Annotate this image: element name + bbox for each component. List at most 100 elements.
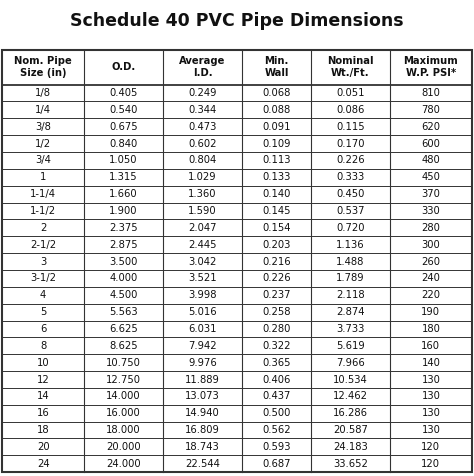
Text: 330: 330 — [421, 206, 440, 216]
Text: 0.365: 0.365 — [262, 357, 291, 367]
Text: 2.047: 2.047 — [188, 223, 217, 233]
Bar — [2, 203, 472, 219]
Text: 1.315: 1.315 — [109, 172, 138, 182]
Text: 3: 3 — [40, 257, 46, 267]
Text: Schedule 40 PVC Pipe Dimensions: Schedule 40 PVC Pipe Dimensions — [70, 12, 404, 30]
Text: 0.537: 0.537 — [336, 206, 365, 216]
Text: 14.940: 14.940 — [185, 408, 220, 418]
Text: 370: 370 — [421, 189, 440, 199]
Text: 2: 2 — [40, 223, 46, 233]
Text: 20.587: 20.587 — [333, 425, 368, 435]
Text: 2.375: 2.375 — [109, 223, 138, 233]
Text: 6.031: 6.031 — [188, 324, 217, 334]
Bar — [2, 152, 472, 169]
Text: 780: 780 — [421, 105, 440, 115]
Text: 0.249: 0.249 — [188, 88, 217, 98]
Text: 5.016: 5.016 — [188, 307, 217, 317]
Text: 0.113: 0.113 — [262, 156, 291, 166]
Bar — [2, 135, 472, 152]
Text: 620: 620 — [421, 122, 440, 132]
Text: 10.534: 10.534 — [333, 375, 368, 385]
Text: 7.942: 7.942 — [188, 341, 217, 351]
Text: 130: 130 — [421, 375, 440, 385]
Text: 6: 6 — [40, 324, 46, 334]
Text: 0.086: 0.086 — [336, 105, 365, 115]
Text: 3-1/2: 3-1/2 — [30, 273, 56, 283]
Text: Min.
Wall: Min. Wall — [264, 57, 289, 78]
Text: 0.593: 0.593 — [262, 442, 291, 452]
Text: 2.875: 2.875 — [109, 240, 138, 250]
Bar — [2, 438, 472, 456]
Text: 0.540: 0.540 — [109, 105, 138, 115]
Text: 120: 120 — [421, 442, 440, 452]
Bar — [2, 405, 472, 422]
Text: 3/8: 3/8 — [35, 122, 51, 132]
Text: 1.660: 1.660 — [109, 189, 138, 199]
Text: 10.750: 10.750 — [106, 357, 141, 367]
Text: 1.360: 1.360 — [188, 189, 217, 199]
Bar — [2, 219, 472, 236]
Text: 14: 14 — [37, 391, 49, 401]
Text: 22.544: 22.544 — [185, 459, 220, 469]
Text: 20.000: 20.000 — [106, 442, 141, 452]
Text: 130: 130 — [421, 425, 440, 435]
Text: 130: 130 — [421, 408, 440, 418]
Text: 8: 8 — [40, 341, 46, 351]
Text: 1.590: 1.590 — [188, 206, 217, 216]
Bar — [2, 169, 472, 186]
Text: 24.000: 24.000 — [106, 459, 141, 469]
Text: 180: 180 — [421, 324, 440, 334]
Text: 8.625: 8.625 — [109, 341, 138, 351]
Text: 2-1/2: 2-1/2 — [30, 240, 56, 250]
Text: 20: 20 — [37, 442, 49, 452]
Text: 0.237: 0.237 — [262, 290, 291, 300]
Text: 1.136: 1.136 — [336, 240, 365, 250]
Text: 2.118: 2.118 — [336, 290, 365, 300]
Text: 12.750: 12.750 — [106, 375, 141, 385]
Text: 18.000: 18.000 — [106, 425, 141, 435]
Text: 1.029: 1.029 — [188, 172, 217, 182]
Text: 0.840: 0.840 — [109, 139, 137, 149]
Text: 3.042: 3.042 — [188, 257, 217, 267]
Bar — [2, 50, 472, 85]
Bar — [2, 388, 472, 405]
Text: 240: 240 — [421, 273, 440, 283]
Text: 0.450: 0.450 — [336, 189, 365, 199]
Text: 0.405: 0.405 — [109, 88, 138, 98]
Text: 0.720: 0.720 — [336, 223, 365, 233]
Text: 9.976: 9.976 — [188, 357, 217, 367]
Bar — [2, 253, 472, 270]
Text: 0.203: 0.203 — [262, 240, 291, 250]
Text: 0.406: 0.406 — [262, 375, 291, 385]
Text: 12: 12 — [37, 375, 50, 385]
Text: 130: 130 — [421, 391, 440, 401]
Bar — [2, 236, 472, 253]
Text: 0.322: 0.322 — [262, 341, 291, 351]
Text: 0.109: 0.109 — [262, 139, 291, 149]
Text: 0.675: 0.675 — [109, 122, 138, 132]
Text: 4.000: 4.000 — [109, 273, 137, 283]
Text: 480: 480 — [421, 156, 440, 166]
Bar — [2, 337, 472, 354]
Text: 0.051: 0.051 — [336, 88, 365, 98]
Bar — [2, 304, 472, 320]
Bar — [2, 186, 472, 203]
Text: 0.602: 0.602 — [188, 139, 217, 149]
Bar — [2, 287, 472, 304]
Text: 18.743: 18.743 — [185, 442, 220, 452]
Text: 1.050: 1.050 — [109, 156, 138, 166]
Text: 160: 160 — [421, 341, 440, 351]
Text: 16: 16 — [37, 408, 50, 418]
Text: 1/2: 1/2 — [35, 139, 51, 149]
Text: 0.437: 0.437 — [262, 391, 291, 401]
Text: 2.874: 2.874 — [336, 307, 365, 317]
Text: 0.226: 0.226 — [262, 273, 291, 283]
Text: 190: 190 — [421, 307, 440, 317]
Text: 0.170: 0.170 — [336, 139, 365, 149]
Text: 0.344: 0.344 — [189, 105, 217, 115]
Text: 300: 300 — [421, 240, 440, 250]
Text: Nominal
Wt./Ft.: Nominal Wt./Ft. — [327, 57, 374, 78]
Text: 0.804: 0.804 — [189, 156, 217, 166]
Text: 0.280: 0.280 — [262, 324, 291, 334]
Bar — [2, 119, 472, 135]
